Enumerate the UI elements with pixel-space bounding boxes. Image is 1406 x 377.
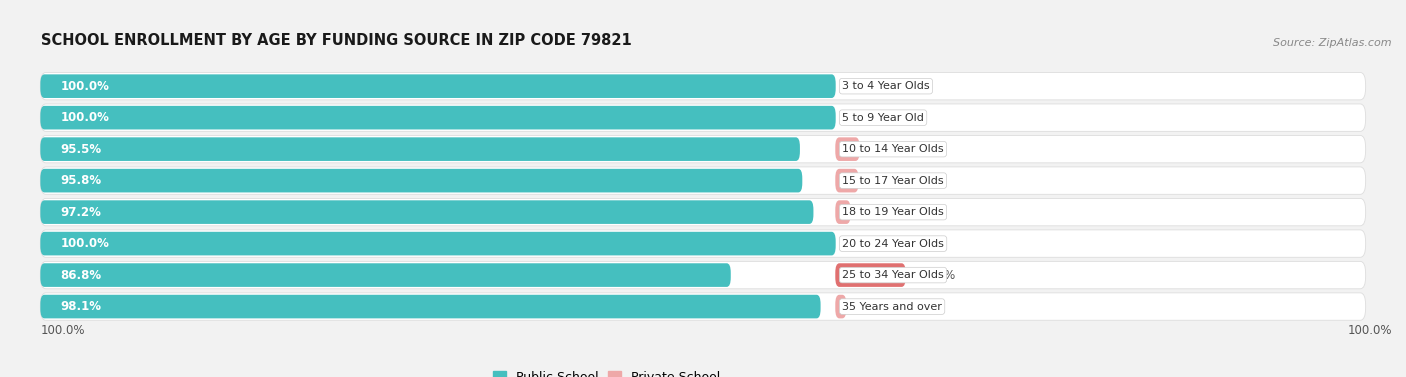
FancyBboxPatch shape [41,104,1365,131]
Text: 100.0%: 100.0% [60,237,110,250]
FancyBboxPatch shape [41,198,1365,226]
FancyBboxPatch shape [41,261,1365,289]
Text: 98.1%: 98.1% [60,300,101,313]
FancyBboxPatch shape [41,72,1365,100]
Text: 2.8%: 2.8% [863,205,893,219]
Text: SCHOOL ENROLLMENT BY AGE BY FUNDING SOURCE IN ZIP CODE 79821: SCHOOL ENROLLMENT BY AGE BY FUNDING SOUR… [41,33,631,48]
Text: 25 to 34 Year Olds: 25 to 34 Year Olds [842,270,943,280]
FancyBboxPatch shape [835,137,859,161]
Text: 4.5%: 4.5% [873,143,903,156]
Text: 95.5%: 95.5% [60,143,101,156]
FancyBboxPatch shape [41,293,1365,320]
FancyBboxPatch shape [41,167,1365,194]
Text: 10 to 14 Year Olds: 10 to 14 Year Olds [842,144,943,154]
FancyBboxPatch shape [835,200,851,224]
Text: 5 to 9 Year Old: 5 to 9 Year Old [842,113,924,123]
FancyBboxPatch shape [41,200,814,224]
Text: 20 to 24 Year Olds: 20 to 24 Year Olds [842,239,943,248]
FancyBboxPatch shape [835,263,905,287]
Text: 95.8%: 95.8% [60,174,101,187]
Text: 18 to 19 Year Olds: 18 to 19 Year Olds [842,207,943,217]
Text: 35 Years and over: 35 Years and over [842,302,942,311]
Text: 15 to 17 Year Olds: 15 to 17 Year Olds [842,176,943,185]
Text: 97.2%: 97.2% [60,205,101,219]
FancyBboxPatch shape [41,263,731,287]
Text: 100.0%: 100.0% [60,80,110,93]
FancyBboxPatch shape [41,74,835,98]
Text: 2.0%: 2.0% [859,300,889,313]
FancyBboxPatch shape [41,232,835,255]
Text: 3 to 4 Year Olds: 3 to 4 Year Olds [842,81,929,91]
FancyBboxPatch shape [41,106,835,129]
FancyBboxPatch shape [835,169,859,192]
Text: 100.0%: 100.0% [41,324,84,337]
Legend: Public School, Private School: Public School, Private School [488,366,725,377]
Text: 0.0%: 0.0% [849,80,879,93]
Text: 4.3%: 4.3% [872,174,901,187]
Text: 100.0%: 100.0% [60,111,110,124]
Text: 0.0%: 0.0% [849,237,879,250]
FancyBboxPatch shape [41,169,803,192]
FancyBboxPatch shape [41,137,800,161]
Text: 100.0%: 100.0% [1347,324,1392,337]
FancyBboxPatch shape [835,295,846,319]
Text: Source: ZipAtlas.com: Source: ZipAtlas.com [1274,38,1392,48]
Text: 86.8%: 86.8% [60,268,101,282]
FancyBboxPatch shape [41,295,821,319]
FancyBboxPatch shape [41,135,1365,163]
Text: 0.0%: 0.0% [849,111,879,124]
FancyBboxPatch shape [41,230,1365,257]
Text: 13.2%: 13.2% [918,268,956,282]
